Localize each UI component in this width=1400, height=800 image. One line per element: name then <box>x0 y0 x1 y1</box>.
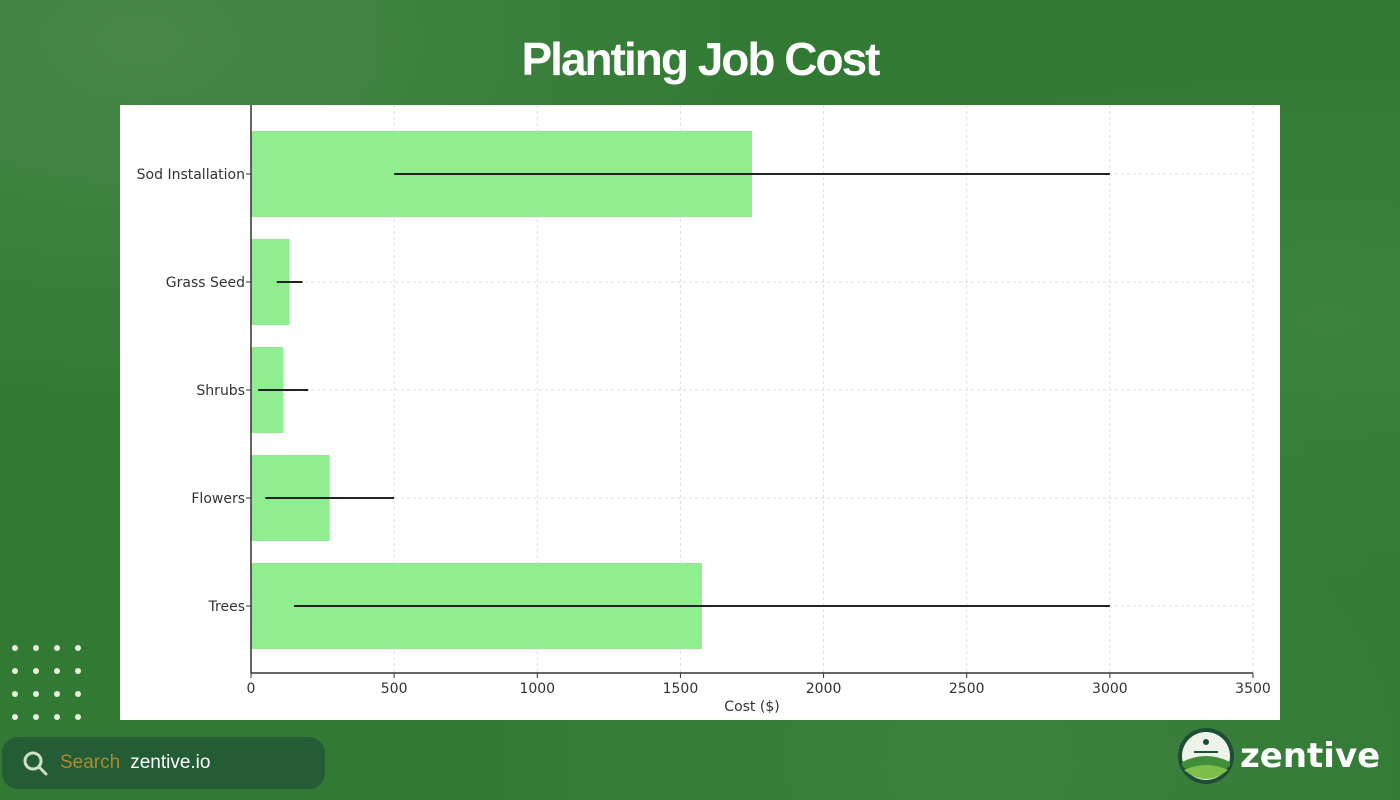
search-bar[interactable]: Search zentive.io <box>2 737 325 789</box>
chart-card: 0 500 1000 1500 2000 2500 3000 3500 Sod Installa… <box>120 105 1280 720</box>
brand-logo: zentive <box>1176 726 1380 786</box>
search-label: Search <box>60 752 121 773</box>
y-tick-label: Sod Installation <box>137 167 245 183</box>
y-tick-label: Trees <box>208 599 245 615</box>
x-axis-label: Cost ($) <box>724 699 779 715</box>
brand-name: zentive <box>1240 736 1381 776</box>
x-tick-label: 500 <box>381 681 408 697</box>
x-tick-label: 1500 <box>663 681 699 697</box>
y-tick-label: Shrubs <box>196 383 245 399</box>
y-tick-label: Grass Seed <box>166 275 245 291</box>
x-tick-label: 2000 <box>806 681 842 697</box>
dots-decoration <box>12 645 96 720</box>
zentive-logo-icon <box>1178 728 1234 784</box>
search-icon <box>23 751 48 776</box>
y-tick-label: Flowers <box>191 491 245 507</box>
x-tick-label: 1000 <box>519 681 555 697</box>
x-tick-label: 3000 <box>1092 681 1128 697</box>
x-tick-label: 3500 <box>1235 681 1271 697</box>
x-tick-label: 2500 <box>949 681 985 697</box>
x-tick-label: 0 <box>247 681 256 697</box>
search-value: zentive.io <box>130 752 211 773</box>
bar-chart: 0 500 1000 1500 2000 2500 3000 3500 Sod Installa… <box>137 105 1271 715</box>
chart-title: Planting Job Cost <box>521 33 881 85</box>
